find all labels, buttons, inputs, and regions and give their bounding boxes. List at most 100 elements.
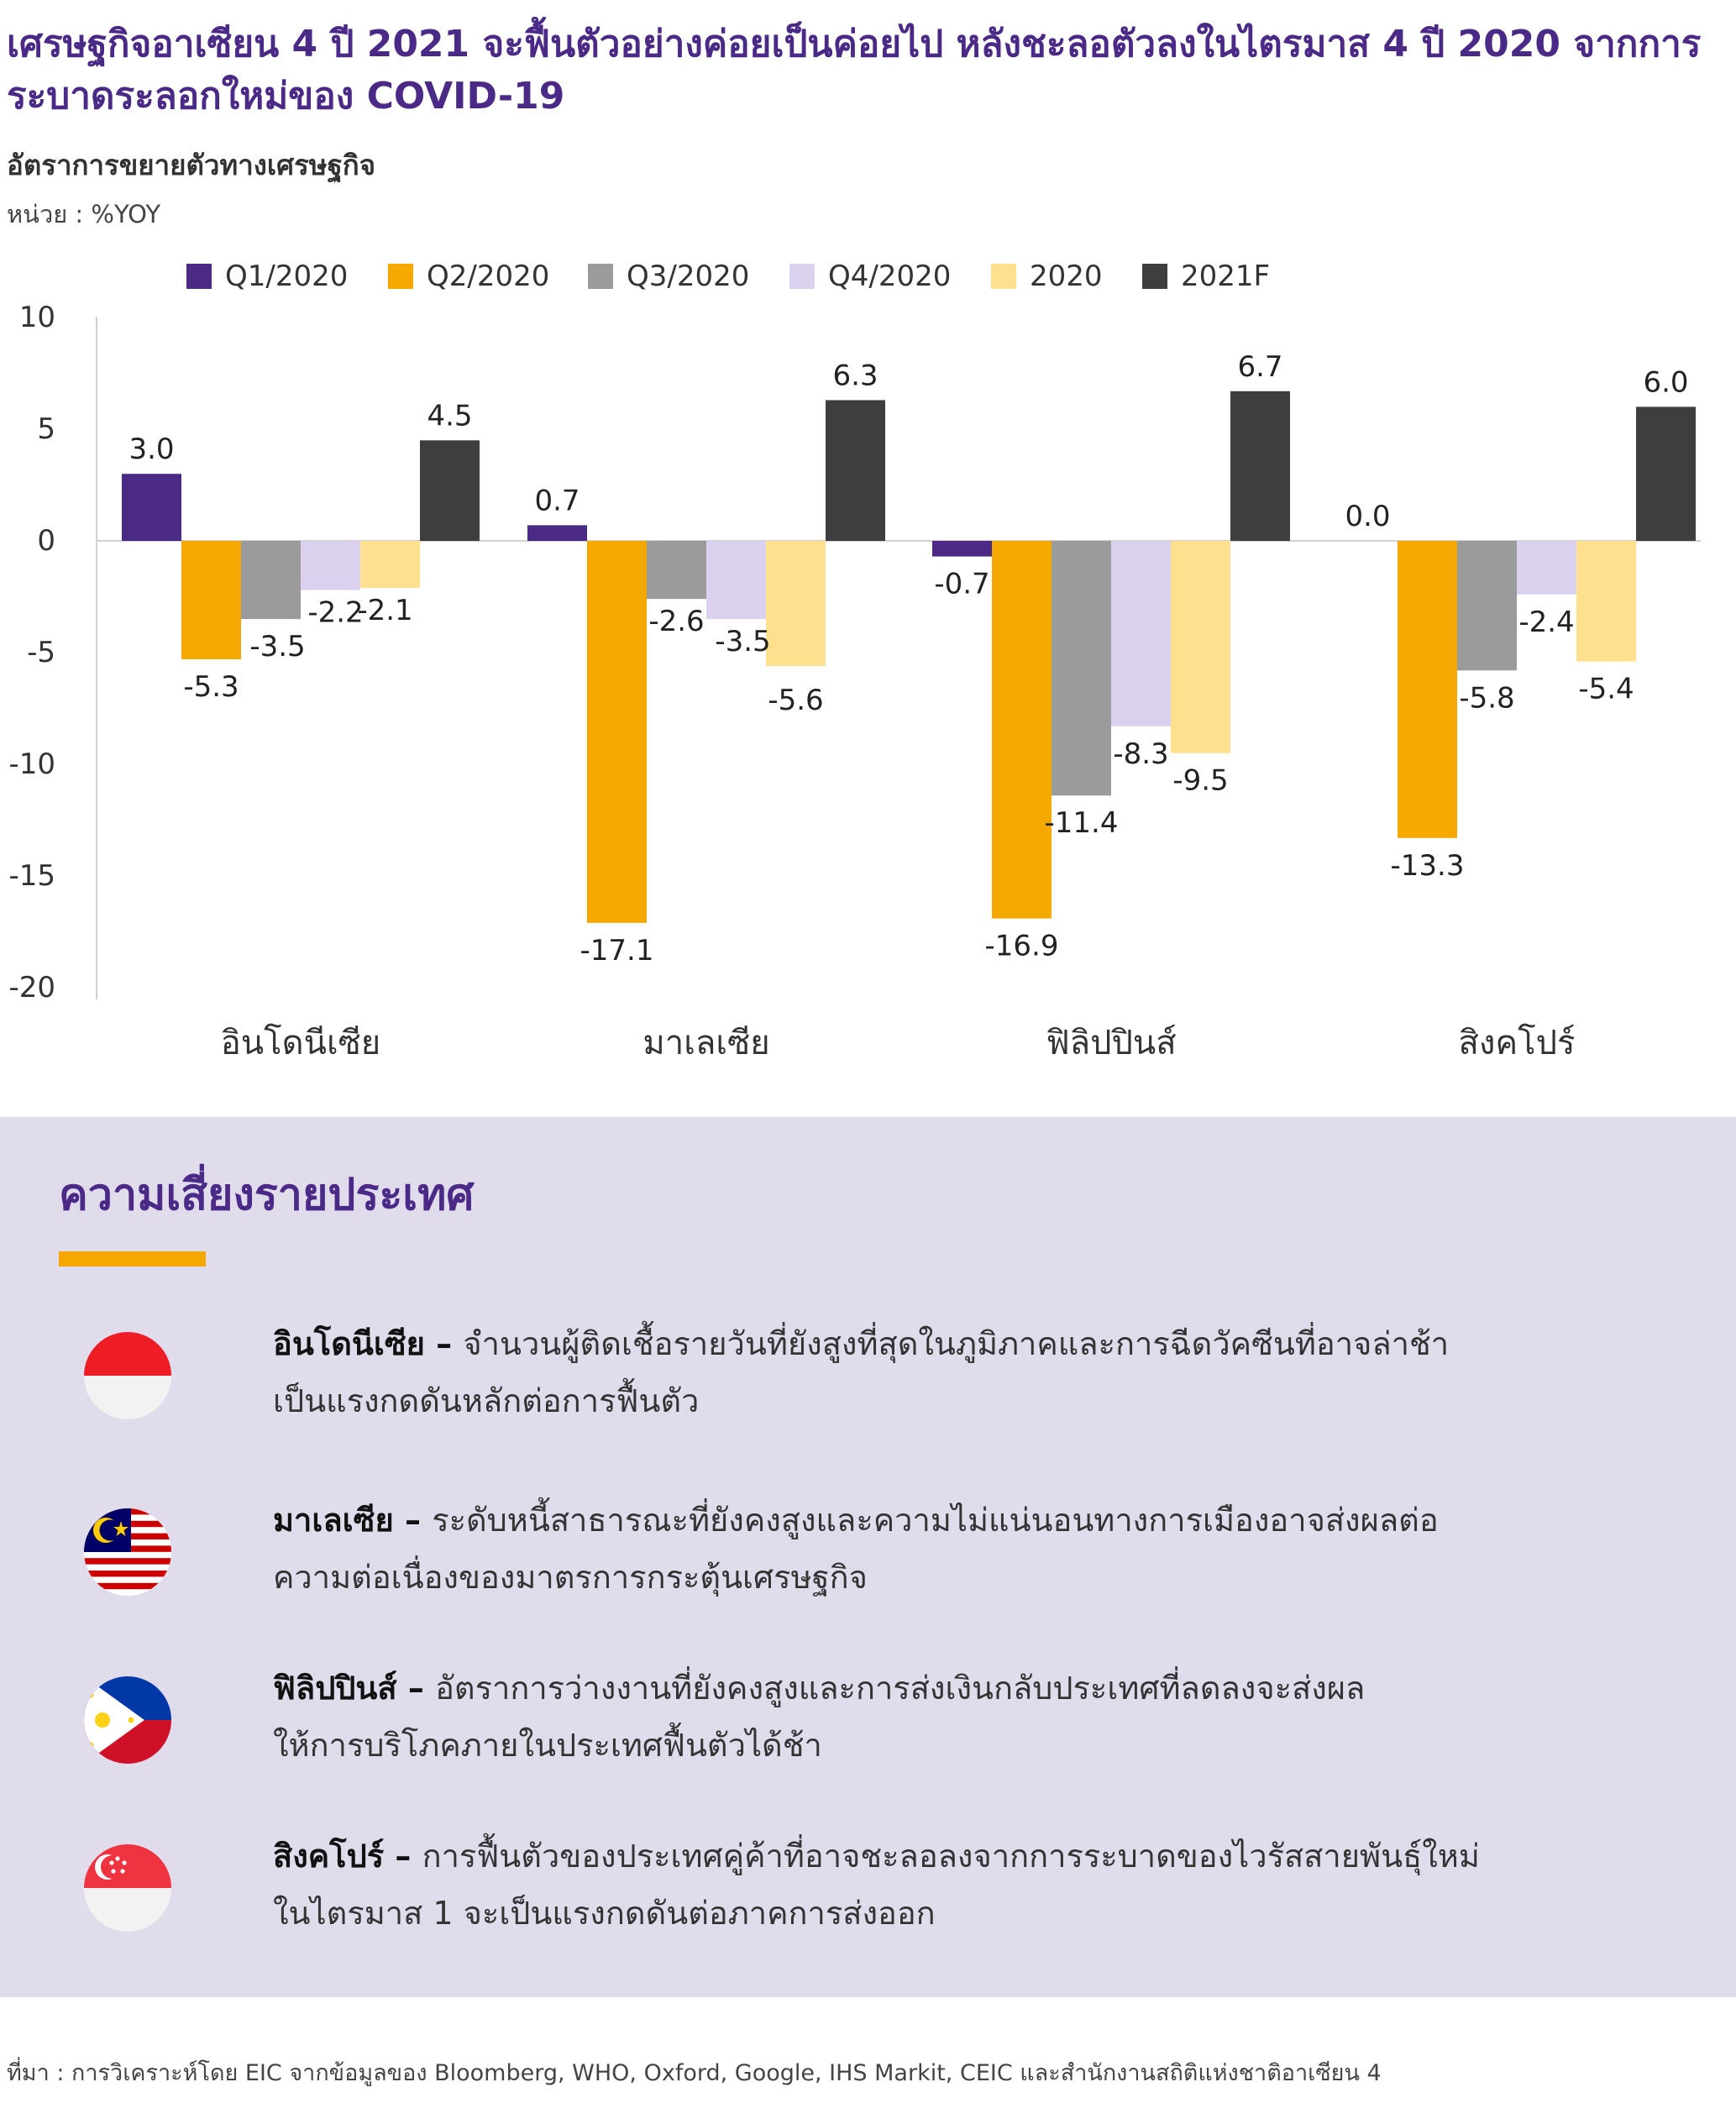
data-labels: 3.0-5.3-3.5-2.2-2.14.50.7-17.1-2.6-3.5-5… bbox=[128, 350, 1688, 968]
bar-value-label: -0.7 bbox=[934, 568, 989, 601]
bar bbox=[1457, 541, 1517, 671]
bar-value-label: -2.2 bbox=[307, 596, 363, 630]
bar bbox=[1052, 541, 1111, 796]
chart-subtitle: อัตราการขยายตัวทางเศรษฐกิจ bbox=[7, 149, 376, 181]
bar bbox=[826, 400, 885, 541]
chart-legend: Q1/2020 Q2/2020 Q3/2020 Q4/2020 2020 2021F bbox=[186, 260, 1270, 293]
bar bbox=[706, 541, 766, 620]
bar-chart: Q1/2020 Q2/2020 Q3/2020 Q4/2020 2020 2021F 10… bbox=[8, 260, 1701, 1062]
bar-value-label: -5.3 bbox=[183, 670, 239, 704]
bar-value-label: -17.1 bbox=[580, 934, 654, 968]
chart-unit: หน่วย : %YOY bbox=[7, 200, 161, 228]
bar bbox=[587, 541, 647, 923]
y-tick-label: -20 bbox=[8, 971, 55, 1004]
bar-value-label: -2.1 bbox=[357, 594, 412, 627]
risk-panel: ความเสี่ยงรายประเทศ อินโดนีเซีย – จำนวนผ… bbox=[0, 1117, 1736, 1997]
bar bbox=[1230, 391, 1290, 541]
bar-value-label: -13.3 bbox=[1391, 849, 1465, 883]
bar bbox=[1171, 541, 1230, 753]
legend-label: Q1/2020 bbox=[225, 260, 348, 293]
bar bbox=[1636, 406, 1696, 541]
risk-item-malaysia: มาเลเซีย – ระดับหนี้สาธารณะที่ยังคงสูงแล… bbox=[84, 1492, 1713, 1609]
legend-label: Q4/2020 bbox=[828, 260, 951, 293]
risk-country: มาเลเซีย bbox=[273, 1502, 394, 1539]
bar bbox=[1576, 541, 1636, 662]
philippines-flag-icon bbox=[84, 1676, 171, 1764]
bar-value-label: 3.0 bbox=[128, 433, 174, 466]
y-tick-label: 10 bbox=[19, 301, 55, 334]
legend-label: Q2/2020 bbox=[427, 260, 549, 293]
bar-value-label: 4.5 bbox=[427, 399, 472, 433]
bar-value-label: -5.8 bbox=[1459, 681, 1514, 715]
legend-swatch bbox=[991, 264, 1016, 289]
x-category-label: อินโดนีเซีย bbox=[221, 1024, 380, 1062]
bar-value-label: -3.5 bbox=[715, 625, 770, 658]
bar-series bbox=[122, 391, 1696, 923]
risk-description-cont: ในไตรมาส 1 จะเป็นแรงกดดันต่อภาคการส่งออก bbox=[273, 1895, 936, 1932]
legend-swatch bbox=[789, 264, 815, 289]
y-tick-label: -15 bbox=[8, 859, 55, 893]
bar-value-label: -2.4 bbox=[1518, 606, 1574, 639]
risk-description-cont: เป็นแรงกดดันหลักต่อการฟื้นตัว bbox=[273, 1382, 700, 1419]
bar bbox=[1398, 541, 1457, 838]
bar bbox=[1517, 541, 1576, 595]
bar bbox=[527, 525, 587, 541]
page-title: เศรษฐกิจอาเซียน 4 ปี 2021 จะฟื้นตัวอย่าง… bbox=[7, 23, 1702, 118]
y-tick-label: -10 bbox=[8, 747, 55, 781]
bar bbox=[992, 541, 1052, 919]
bar bbox=[122, 474, 181, 541]
malaysia-flag-icon bbox=[84, 1508, 171, 1596]
risk-country: สิงคโปร์ bbox=[273, 1838, 385, 1875]
bar bbox=[647, 541, 706, 600]
legend-swatch bbox=[588, 264, 613, 289]
risk-description-cont: ความต่อเนื่องของมาตรการกระตุ้นเศรษฐกิจ bbox=[273, 1559, 868, 1596]
bar-value-label: -5.4 bbox=[1578, 673, 1634, 706]
risk-description-cont: ให้การบริโภคภายในประเทศฟื้นตัวได้ช้า bbox=[273, 1727, 822, 1764]
bar-value-label: -11.4 bbox=[1045, 806, 1119, 840]
risk-country: ฟิลิปปินส์ bbox=[273, 1670, 397, 1707]
bar bbox=[241, 541, 301, 620]
bar bbox=[181, 541, 241, 659]
y-tick-label: 5 bbox=[37, 412, 55, 446]
bar-value-label: -8.3 bbox=[1113, 737, 1168, 771]
x-axis: อินโดนีเซีย มาเลเซีย ฟิลิปปินส์ สิงคโปร์ bbox=[221, 1024, 1576, 1062]
risk-item-indonesia: อินโดนีเซีย – จำนวนผู้ติดเชื้อรายวันที่ย… bbox=[84, 1315, 1713, 1433]
indonesia-flag-icon bbox=[84, 1332, 171, 1419]
risk-description: จำนวนผู้ติดเชื้อรายวันที่ยังสูงที่สุดในภ… bbox=[463, 1325, 1450, 1362]
bar bbox=[1111, 541, 1171, 726]
risk-panel-title: ความเสี่ยงรายประเทศ bbox=[59, 1170, 475, 1220]
bar bbox=[932, 541, 992, 557]
bar-value-label: -5.6 bbox=[768, 684, 823, 717]
risk-country: อินโดนีเซีย bbox=[273, 1325, 425, 1362]
bar-value-label: -2.6 bbox=[648, 605, 704, 638]
risk-item-philippines: ฟิลิปปินส์ – อัตราการว่างงานที่ยังคงสูงแ… bbox=[84, 1660, 1713, 1777]
bar-value-label: 6.0 bbox=[1643, 365, 1688, 399]
bar-value-label: 0.0 bbox=[1345, 500, 1390, 533]
bar bbox=[360, 541, 420, 588]
risk-description: อัตราการว่างงานที่ยังคงสูงและการส่งเงินก… bbox=[435, 1670, 1366, 1707]
bar-value-label: -9.5 bbox=[1172, 764, 1228, 798]
y-tick-label: -5 bbox=[27, 636, 55, 669]
risk-item-singapore: สิงคโปร์ – การฟื้นตัวของประเทศคู่ค้าที่อ… bbox=[84, 1828, 1713, 1945]
legend-label: 2020 bbox=[1030, 260, 1103, 293]
x-category-label: สิงคโปร์ bbox=[1458, 1024, 1575, 1062]
bar-value-label: -16.9 bbox=[985, 930, 1059, 963]
bar bbox=[420, 440, 480, 541]
x-category-label: มาเลเซีย bbox=[642, 1024, 769, 1062]
bar-value-label: -3.5 bbox=[249, 630, 305, 663]
y-tick-label: 0 bbox=[37, 524, 55, 558]
bar-value-label: 6.3 bbox=[832, 359, 878, 392]
bar bbox=[301, 541, 360, 590]
risk-description: ระดับหนี้สาธารณะที่ยังคงสูงและความไม่แน่… bbox=[432, 1502, 1439, 1539]
singapore-flag-icon bbox=[84, 1844, 171, 1932]
legend-swatch bbox=[186, 264, 212, 289]
title-underline bbox=[59, 1251, 206, 1267]
legend-label: 2021F bbox=[1181, 260, 1270, 293]
bar bbox=[766, 541, 826, 666]
legend-swatch bbox=[388, 264, 413, 289]
x-category-label: ฟิลิปปินส์ bbox=[1046, 1024, 1176, 1062]
bar-value-label: 6.7 bbox=[1237, 350, 1282, 384]
source-note: ที่มา : การวิเคราะห์โดย EIC จากข้อมูลของ… bbox=[7, 2060, 1382, 2086]
risk-description: การฟื้นตัวของประเทศคู่ค้าที่อาจชะลอลงจาก… bbox=[422, 1838, 1480, 1875]
bar-value-label: 0.7 bbox=[534, 484, 580, 517]
